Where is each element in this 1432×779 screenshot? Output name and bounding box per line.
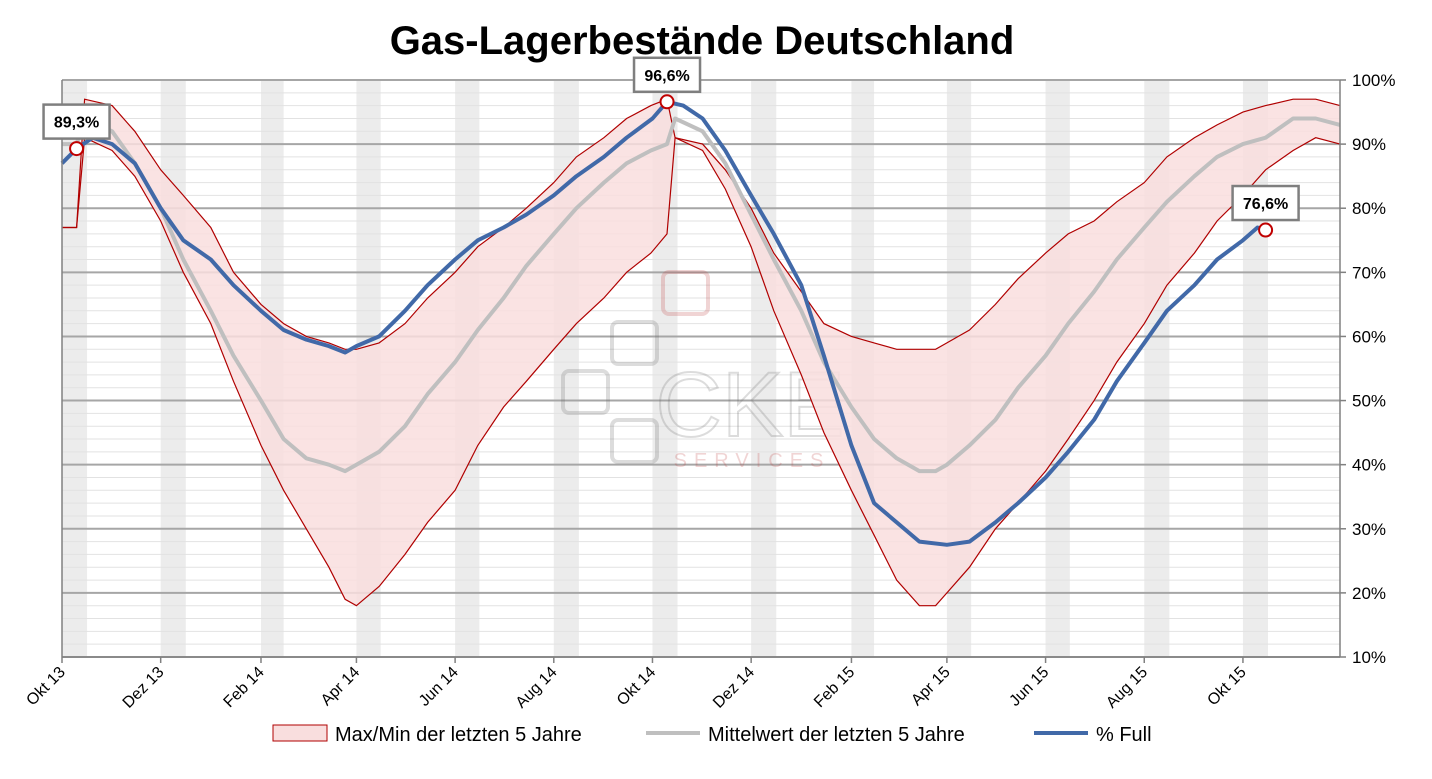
callout-marker [69,141,85,157]
y-tick-label: 10% [1352,648,1386,667]
y-tick-label: 20% [1352,584,1386,603]
callout-marker [1258,222,1274,238]
x-tick-label: Dez 13 [120,664,168,712]
callout: 96,6% [632,56,702,110]
legend-label-full: % Full [1096,724,1152,746]
watermark-square-3 [561,369,610,415]
max-min-band [62,99,1340,606]
x-tick-label: Aug 15 [1103,664,1151,712]
y-tick-label: 70% [1352,263,1386,282]
callout-marker [659,94,675,110]
mean-line [62,116,1341,474]
x-tick-label: Dez 14 [710,664,758,712]
y-tick-labels: 10% 20% 30% 40% 50% 60% 70% 80% 90% 100% [1340,71,1395,667]
y-tick-label: 100% [1352,71,1395,90]
x-tick-label: Jun 14 [416,664,462,710]
x-tick-label: Feb 14 [221,664,268,711]
callout-label: 76,6% [1243,196,1288,213]
legend-label-band: Max/Min der letzten 5 Jahre [335,724,582,746]
month-shade [160,80,186,657]
callout-label: 96,6% [644,68,689,85]
legend: Max/Min der letzten 5 Jahre Mittelwert d… [272,724,1152,746]
y-tick-label: 40% [1352,456,1386,475]
x-tick-label: Okt 15 [1204,664,1249,709]
x-tick-label: Okt 14 [614,664,659,709]
y-tick-label: 90% [1352,135,1386,154]
y-tick-label: 50% [1352,392,1386,411]
x-tick-label: Feb 15 [811,664,858,711]
callout-box [42,103,111,140]
y-tick-label: 80% [1352,199,1386,218]
chart-title: Gas-Lagerbestände Deutschland [390,19,1015,63]
legend-label-mean: Mittelwert der letzten 5 Jahre [708,724,965,746]
callout: 76,6% [1231,184,1300,238]
callout-box [1231,184,1300,222]
legend-swatch-band [272,724,328,742]
month-shade [751,80,777,657]
x-tick-label: Apr 15 [908,664,953,709]
watermark-square-4 [610,418,659,464]
x-tick-label: Aug 14 [513,664,561,712]
y-tick-label: 60% [1352,327,1386,346]
x-tick-label: Apr 14 [318,664,363,709]
watermark-subtext: SERVICES [674,450,831,472]
callouts: 89,3% 96,6% 76,6% [42,56,1300,238]
x-tick-label: Jun 15 [1006,664,1052,710]
x-tick-labels: Okt 13 Dez 13 Feb 14 Apr 14 Jun 14 Aug 14 Okt … [23,657,1250,712]
x-tick-label: Okt 13 [23,664,68,709]
callout-label: 89,3% [54,115,99,132]
watermark-square-1 [661,270,710,316]
callout: 89,3% [42,103,111,157]
y-tick-label: 30% [1352,520,1386,539]
watermark-square-2 [610,320,659,366]
month-shade [62,80,88,657]
band-min-line [62,136,1341,607]
callout-box [632,56,702,94]
full-line [60,99,1267,547]
axes [61,80,1341,658]
